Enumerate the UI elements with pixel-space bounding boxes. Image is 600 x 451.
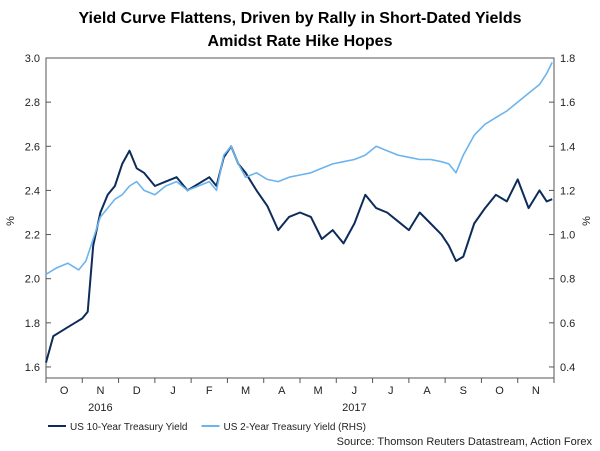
month-label: O xyxy=(495,385,504,397)
month-label: N xyxy=(96,385,104,397)
month-label: J xyxy=(388,385,394,397)
month-label: D xyxy=(133,385,141,397)
right-tick-label: 1.8 xyxy=(560,53,575,65)
left-axis-unit: % xyxy=(5,216,17,226)
year-label: 2016 xyxy=(88,402,112,414)
left-tick-label: 2.2 xyxy=(25,230,40,242)
year-label: 2017 xyxy=(342,402,366,414)
month-label: S xyxy=(460,385,467,397)
legend-label-10-year: US 10-Year Treasury Yield xyxy=(70,422,187,433)
left-tick-label: 2.0 xyxy=(25,274,40,286)
series-line-2-year xyxy=(45,62,553,275)
right-tick-label: 0.8 xyxy=(560,274,575,286)
source-note: Source: Thomson Reuters Datastream, Acti… xyxy=(337,436,593,448)
x-axis-ticks: O N D J F M A M J J A S O N 2016 2017 xyxy=(45,378,555,414)
right-axis-unit: % xyxy=(581,216,593,226)
month-label: O xyxy=(60,385,69,397)
right-tick-label: 1.2 xyxy=(560,185,575,197)
right-tick-label: 1.4 xyxy=(560,141,575,153)
month-label: A xyxy=(423,385,431,397)
month-label: J xyxy=(170,385,176,397)
chart-title: Yield Curve Flattens, Driven by Rally in… xyxy=(78,10,521,27)
left-tick-label: 1.8 xyxy=(25,318,40,330)
right-tick-label: 0.4 xyxy=(560,362,575,374)
month-label: N xyxy=(532,385,540,397)
left-axis-ticks: 1.6 1.8 2.0 2.2 2.4 2.6 2.8 3.0 xyxy=(25,53,51,374)
right-tick-label: 1.6 xyxy=(560,97,575,109)
right-axis-ticks: 0.4 0.6 0.8 1.0 1.2 1.4 1.6 1.8 xyxy=(549,53,575,374)
right-tick-label: 1.0 xyxy=(560,230,575,242)
legend-label-2-year: US 2-Year Treasury Yield (RHS) xyxy=(223,422,365,433)
left-tick-label: 2.8 xyxy=(25,97,40,109)
month-label: J xyxy=(352,385,358,397)
month-label: F xyxy=(206,385,213,397)
legend: US 10-Year Treasury Yield US 2-Year Treas… xyxy=(48,422,366,433)
series-line-10-year xyxy=(45,145,553,363)
series-layer xyxy=(45,62,553,363)
right-tick-label: 0.6 xyxy=(560,318,575,330)
month-label: A xyxy=(278,385,286,397)
left-tick-label: 2.6 xyxy=(25,141,40,153)
left-tick-label: 1.6 xyxy=(25,362,40,374)
month-label: M xyxy=(314,385,323,397)
left-tick-label: 2.4 xyxy=(25,185,40,197)
month-label: M xyxy=(241,385,250,397)
left-tick-label: 3.0 xyxy=(25,53,40,65)
chart-subtitle: Amidst Rate Hike Hopes xyxy=(208,33,393,50)
